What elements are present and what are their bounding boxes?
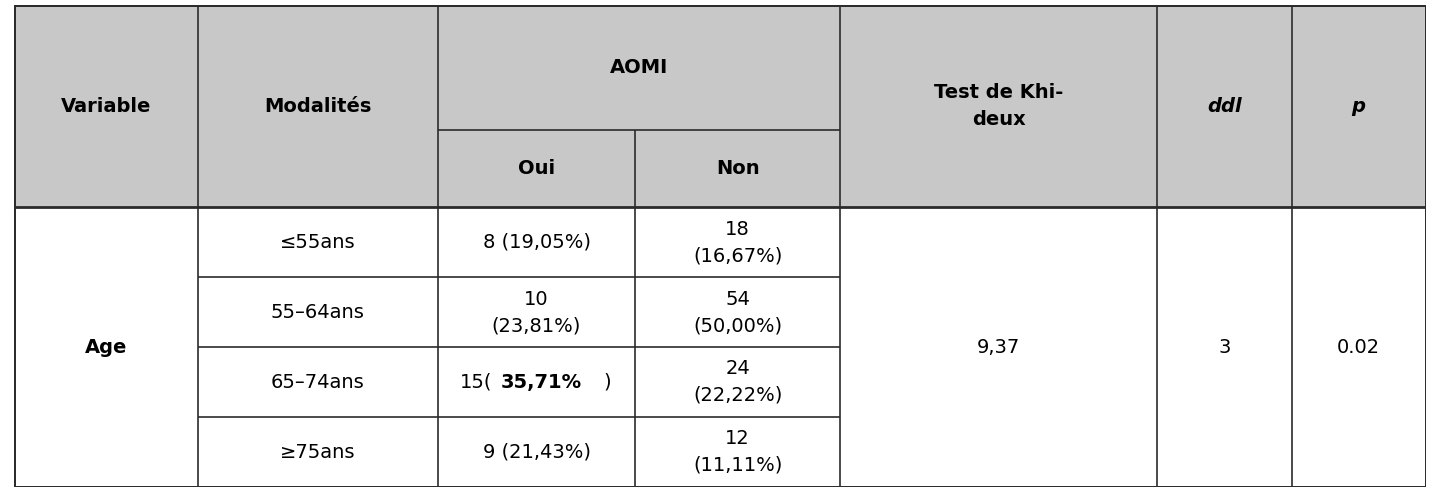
Text: Variable: Variable [60, 96, 151, 116]
Text: ): ) [603, 373, 611, 392]
Text: 9,37: 9,37 [978, 338, 1021, 357]
Text: ddl: ddl [1207, 96, 1241, 116]
Text: 55–64ans: 55–64ans [271, 303, 364, 322]
Text: Modalités: Modalités [264, 96, 372, 116]
Text: Non: Non [716, 159, 759, 179]
Text: ≤55ans: ≤55ans [279, 233, 356, 252]
Text: 35,71%: 35,71% [501, 373, 582, 392]
Bar [14, 208, 1426, 487]
Text: Age: Age [85, 338, 127, 357]
Text: AOMI: AOMI [609, 58, 668, 77]
Text: Test de Khi-
deux: Test de Khi- deux [935, 84, 1063, 129]
Text: 8 (19,05%): 8 (19,05%) [482, 233, 590, 252]
Text: 54
(50,00%): 54 (50,00%) [693, 290, 782, 335]
Text: 9 (21,43%): 9 (21,43%) [482, 443, 590, 461]
Text: ≥75ans: ≥75ans [279, 443, 356, 461]
Text: 3: 3 [1218, 338, 1231, 357]
Text: 65–74ans: 65–74ans [271, 373, 364, 392]
Bar [14, 130, 1426, 208]
Text: p: p [1352, 96, 1365, 116]
Text: 0.02: 0.02 [1336, 338, 1380, 357]
Bar [14, 5, 1426, 130]
Text: 10
(23,81%): 10 (23,81%) [492, 290, 582, 335]
Text: 18
(16,67%): 18 (16,67%) [693, 219, 782, 265]
Text: Oui: Oui [518, 159, 554, 179]
Text: 12
(11,11%): 12 (11,11%) [693, 430, 782, 475]
Text: 15(: 15( [459, 373, 492, 392]
Text: 24
(22,22%): 24 (22,22%) [693, 360, 782, 405]
